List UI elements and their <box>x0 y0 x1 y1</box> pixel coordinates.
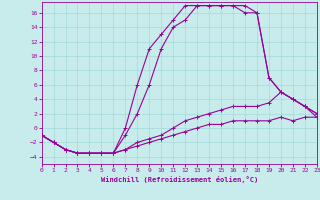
X-axis label: Windchill (Refroidissement éolien,°C): Windchill (Refroidissement éolien,°C) <box>100 176 258 183</box>
